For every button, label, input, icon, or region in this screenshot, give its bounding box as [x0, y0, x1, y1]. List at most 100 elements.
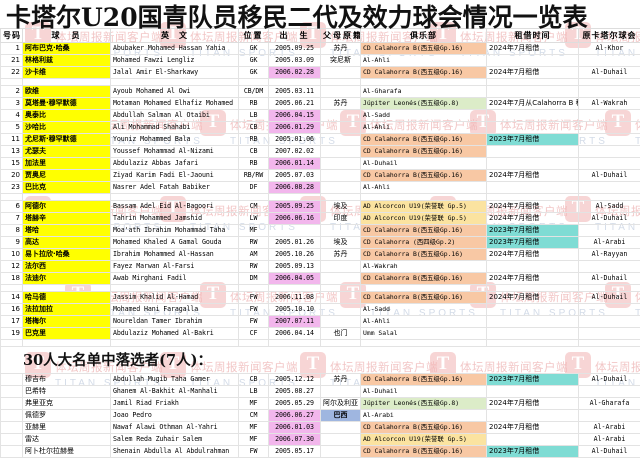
spacer-cell [1, 194, 23, 201]
cell-club: Al-Ahli [361, 316, 487, 328]
spacer-cell [361, 285, 487, 292]
cell-qatar-club [579, 146, 640, 158]
cell-position: DF [239, 182, 269, 194]
cell-num [1, 386, 23, 398]
cell-player-cn: 尤尼斯·穆罕默德 [23, 134, 111, 146]
cell-player-en: Awab Mirghani Fadil [111, 273, 239, 285]
cell-player-en: Youniz Mohammed Bala [111, 134, 239, 146]
cell-birth: 2005.10.10 [269, 304, 321, 316]
cell-club: Al-Wakrah [361, 261, 487, 273]
cell-qatar-club [579, 134, 640, 146]
spacer-cell [1, 285, 23, 292]
cell-qatar-club [579, 182, 640, 194]
cell-origin [321, 182, 361, 194]
spacer-cell [269, 285, 321, 292]
cell-player-en: Moa'ath Ibrahim Mohammad Taha [111, 225, 239, 237]
cell-player-en: Mohamed Khaled A Gamal Gouda [111, 237, 239, 249]
cell-origin [321, 261, 361, 273]
spacer-cell [239, 285, 269, 292]
cell-player-en: Ziyad Karim Fadi El-Jaouni [111, 170, 239, 182]
cell-position: CF [239, 328, 269, 340]
cell-player-cn: 弗里亚克 [23, 398, 111, 410]
spacer-cell [361, 340, 487, 347]
cell-player-cn: 亚赫里 [23, 422, 111, 434]
cell-num: 12 [1, 261, 23, 273]
cell-origin [321, 434, 361, 446]
cell-num [1, 446, 23, 458]
cell-num: 15 [1, 158, 23, 170]
cell-birth: 2006.04.15 [269, 110, 321, 122]
cell-position: FW [239, 446, 269, 458]
cell-qatar-club [579, 304, 640, 316]
cell-loan: 2024年7月租借 [487, 67, 579, 79]
cell-qatar-club: Al-Duhail [579, 273, 640, 285]
cell-qatar-club: Al-Duhail [579, 292, 640, 304]
cell-num [1, 374, 23, 386]
cell-player-en: Abdulaziz Mohamed Al-Bakri [111, 328, 239, 340]
spacer-cell [23, 194, 111, 201]
cell-num: 20 [1, 170, 23, 182]
cell-player-en: Salem Reda Zuhair Salem [111, 434, 239, 446]
cell-position: FW [239, 304, 269, 316]
cell-birth: 2006.08.28 [269, 182, 321, 194]
cell-qatar-club: Al-Arabi [579, 422, 640, 434]
cell-loan [487, 146, 579, 158]
cell-origin [321, 158, 361, 170]
cell-birth: 2006.04.14 [269, 328, 321, 340]
cell-player-en: Ibrahim Mohammed Al-Hassan [111, 249, 239, 261]
cell-club: Al-Duhail [361, 386, 487, 398]
cell-player-cn: 沙卡维 [23, 67, 111, 79]
cell-loan: 2024年7月从Calahorra B 租借 [487, 98, 579, 110]
cell-position: CB [239, 146, 269, 158]
cell-origin [321, 67, 361, 79]
spacer-cell [579, 285, 640, 292]
group-spacer [1, 194, 640, 201]
cell-origin [321, 292, 361, 304]
cell-player-en: Ali Mohammad Shahabi [111, 122, 239, 134]
cell-position: LB [239, 386, 269, 398]
cell-origin [321, 304, 361, 316]
cell-origin: 阿尔及利亚 [321, 398, 361, 410]
cell-club: CD Calahorra B(西五级Gp.16) [361, 446, 487, 458]
cell-player-en: Jamil Riad Friakh [111, 398, 239, 410]
cell-player-en: Noureldan Tamer Ibrahim [111, 316, 239, 328]
cell-num: 2 [1, 86, 23, 98]
cell-qatar-club [579, 86, 640, 98]
cell-position: RB [239, 98, 269, 110]
cell-club: Al-Ahli [361, 182, 487, 194]
cell-player-cn: 巴希特 [23, 386, 111, 398]
cell-num: 19 [1, 328, 23, 340]
cell-player-cn: 塔梅尔 [23, 316, 111, 328]
cut-section-title: 30人大名单中落选者(7人)： [1, 347, 640, 374]
